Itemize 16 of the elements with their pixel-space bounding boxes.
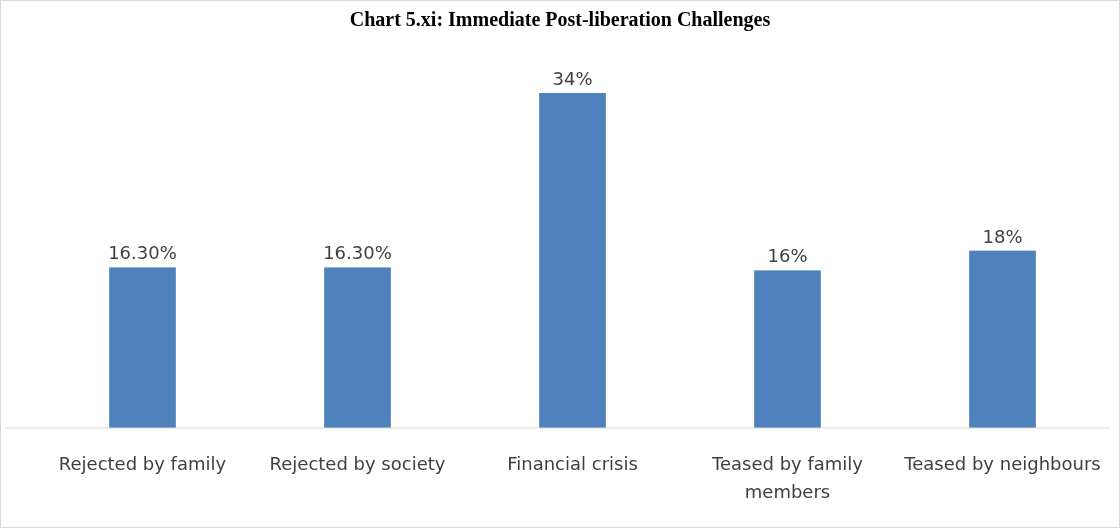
chart-title: Chart 5.xi: Immediate Post-liberation Challenges [349,8,771,31]
x-tick-label: Rejected by family [58,453,227,474]
bar [539,93,606,428]
data-label: 18% [982,225,1023,247]
data-label: 34% [552,68,593,89]
bar [969,250,1036,428]
x-tick-label: Rejected by society [269,453,446,474]
x-tick-label: Financial crisis [507,453,638,474]
bar [754,270,821,428]
data-label: 16% [767,245,808,267]
bar [109,267,176,428]
data-label: 16.30% [108,242,177,264]
x-tick-label: Teased by family members [711,453,864,502]
x-tick-label: Teased by neighbours [903,453,1101,474]
bar [324,267,391,428]
data-label: 16.30% [323,242,392,264]
